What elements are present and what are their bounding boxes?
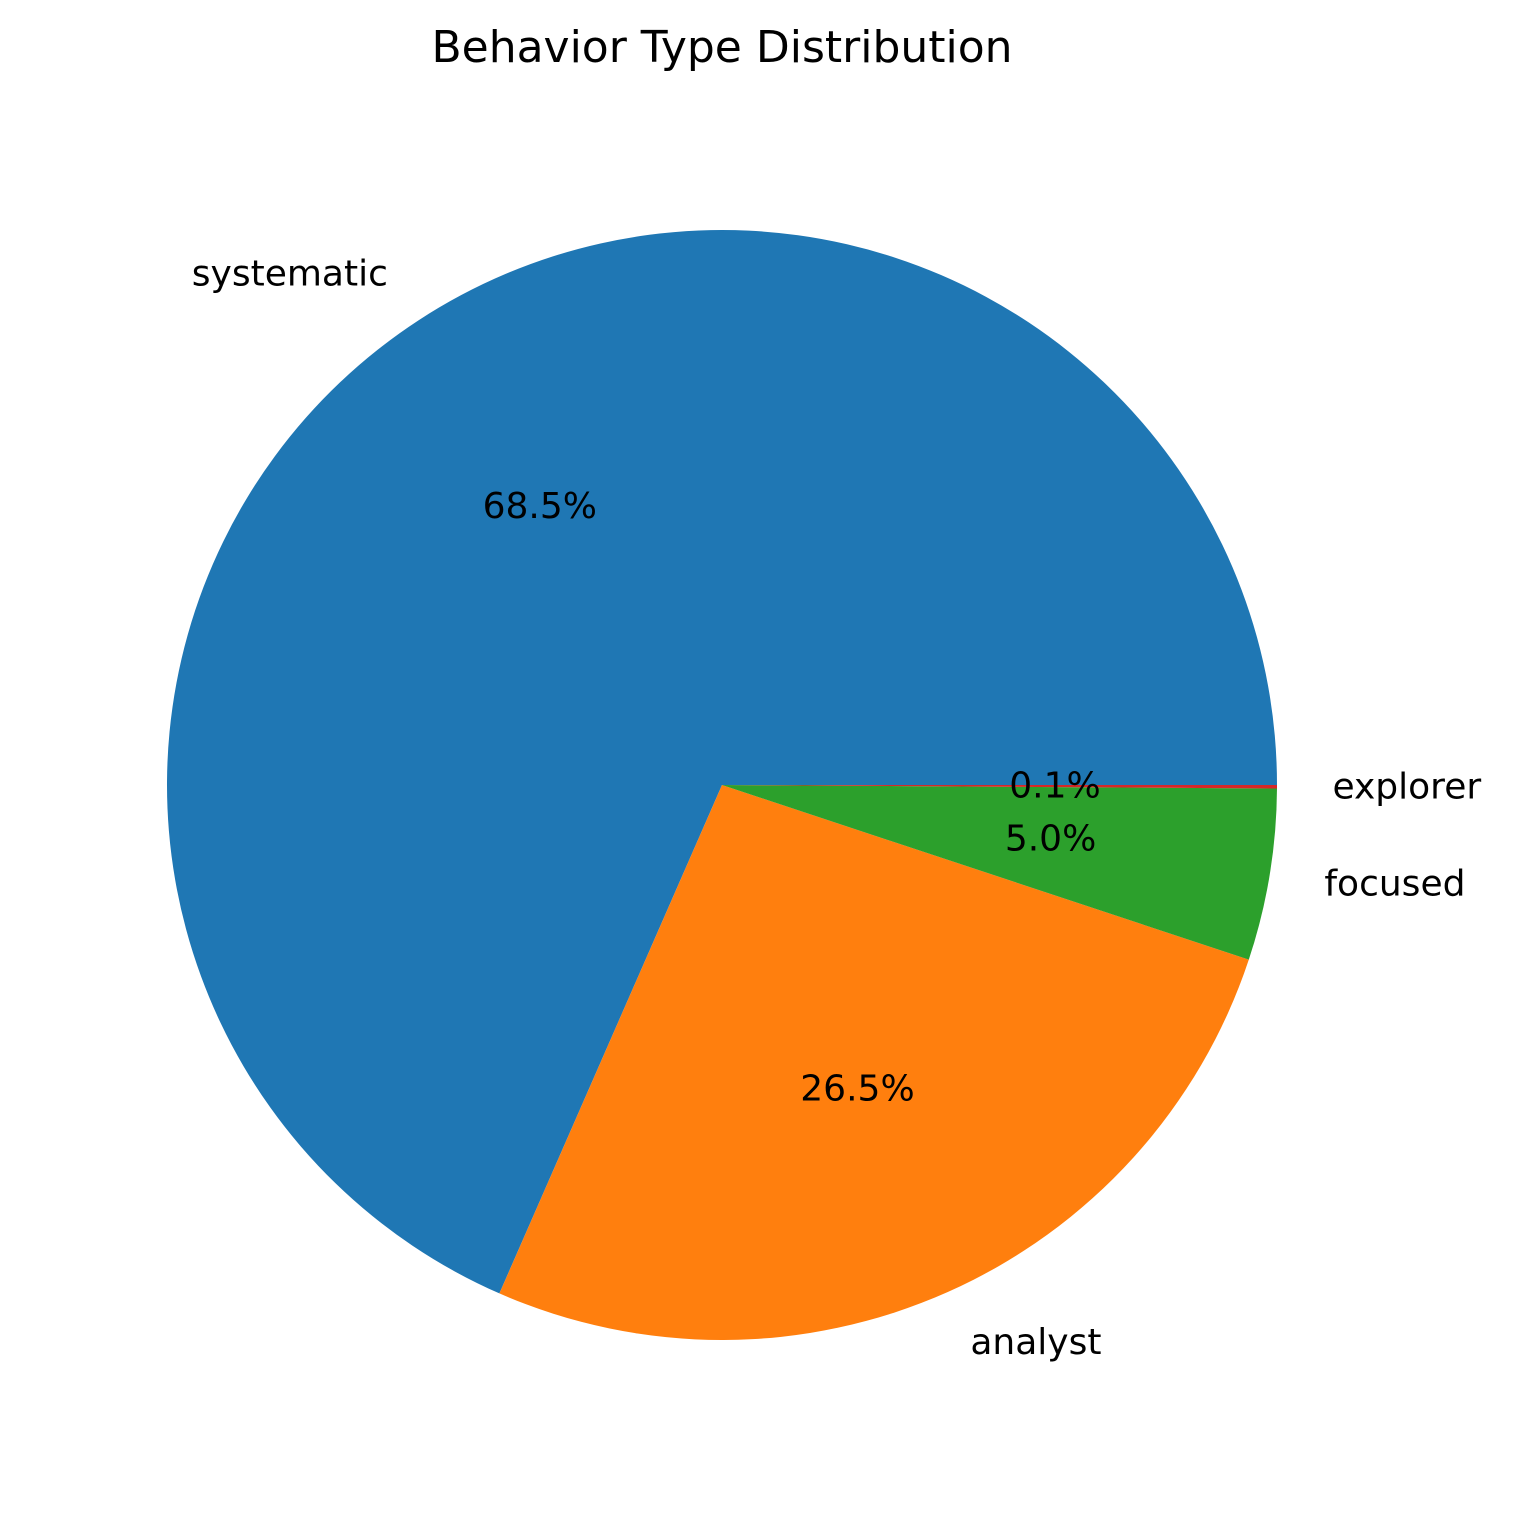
pie-slice-focused: [722, 785, 1277, 960]
pie-category-label-analyst: analyst: [970, 1322, 1101, 1363]
pie-slice-analyst: [499, 785, 1249, 1340]
pie-category-label-systematic: systematic: [192, 254, 388, 295]
pie-slices: [167, 230, 1277, 1340]
pie-percent-label-systematic: 68.5%: [483, 486, 597, 527]
pie-percent-label-focused: 5.0%: [1005, 819, 1096, 860]
pie-slice-systematic: [167, 230, 1277, 1294]
pie-category-label-explorer: explorer: [1332, 766, 1481, 807]
pie-category-labels: systematic analyst focused explorer: [192, 254, 1482, 1364]
pie-percent-label-analyst: 26.5%: [800, 1069, 914, 1110]
pie-percent-label-explorer: 0.1%: [1009, 766, 1100, 807]
pie-slice-explorer: [722, 785, 1277, 789]
chart-title: Behavior Type Distribution: [431, 22, 1013, 73]
pie-percent-labels: 68.5% 26.5% 5.0% 0.1%: [483, 486, 1101, 1110]
pie-category-label-focused: focused: [1324, 864, 1465, 905]
